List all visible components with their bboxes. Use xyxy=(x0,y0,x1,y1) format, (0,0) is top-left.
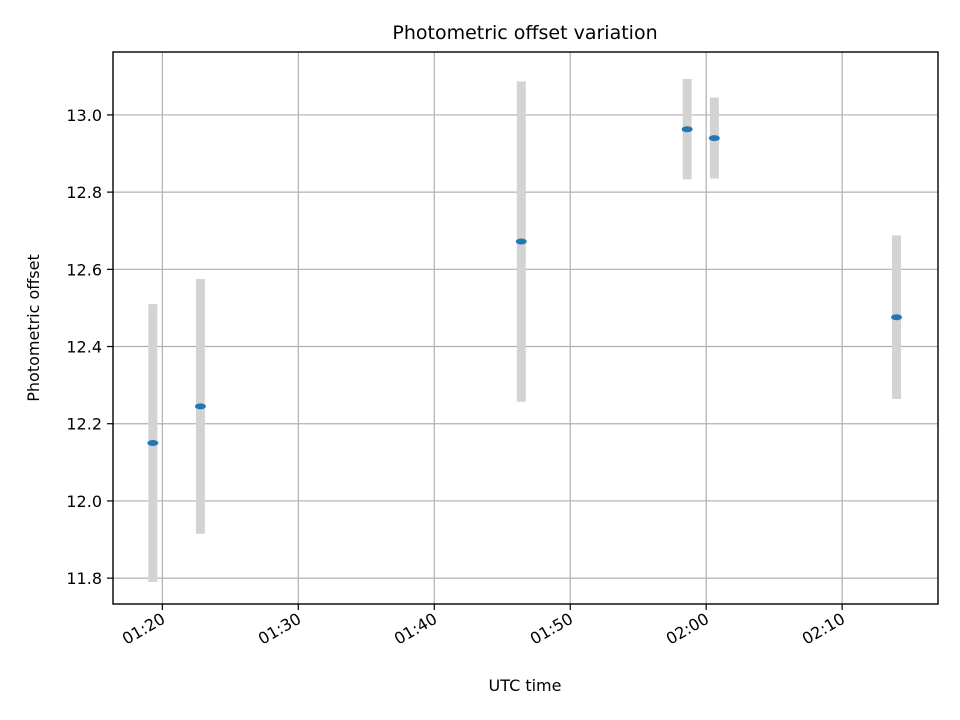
x-tick-label: 01:20 xyxy=(119,609,168,649)
y-tick-label: 12.4 xyxy=(66,338,102,357)
data-point xyxy=(681,126,693,133)
x-axis-label: UTC time xyxy=(489,676,562,695)
error-bars xyxy=(148,79,902,582)
y-tick-label: 13.0 xyxy=(66,106,102,125)
data-point xyxy=(147,440,159,447)
y-tick-label: 12.6 xyxy=(66,260,102,279)
x-axis-ticks: 01:20 01:30 01:40 01:50 02:00 02:10 xyxy=(119,604,848,649)
y-tick-label: 11.8 xyxy=(66,569,102,588)
data-point xyxy=(194,403,206,410)
x-tick-label: 01:30 xyxy=(255,609,304,649)
x-tick-label: 01:40 xyxy=(391,609,440,649)
y-axis-label: Photometric offset xyxy=(24,254,43,402)
axes-frame xyxy=(112,51,939,605)
data-point xyxy=(891,314,903,321)
data-point xyxy=(515,238,527,245)
data-points xyxy=(147,126,903,447)
data-point xyxy=(708,135,720,142)
x-tick-label: 02:00 xyxy=(663,609,712,649)
y-axis-ticks: 11.8 12.0 12.2 12.4 12.6 12.8 13.0 xyxy=(66,106,113,588)
y-tick-label: 12.0 xyxy=(66,492,102,511)
x-tick-label: 01:50 xyxy=(527,609,576,649)
chart-title-group: Photometric offset variation xyxy=(392,22,657,44)
x-tick-label: 02:10 xyxy=(799,609,848,649)
chart-title: Photometric offset variation xyxy=(392,22,657,44)
y-tick-label: 12.2 xyxy=(66,415,102,434)
y-tick-label: 12.8 xyxy=(66,183,102,202)
